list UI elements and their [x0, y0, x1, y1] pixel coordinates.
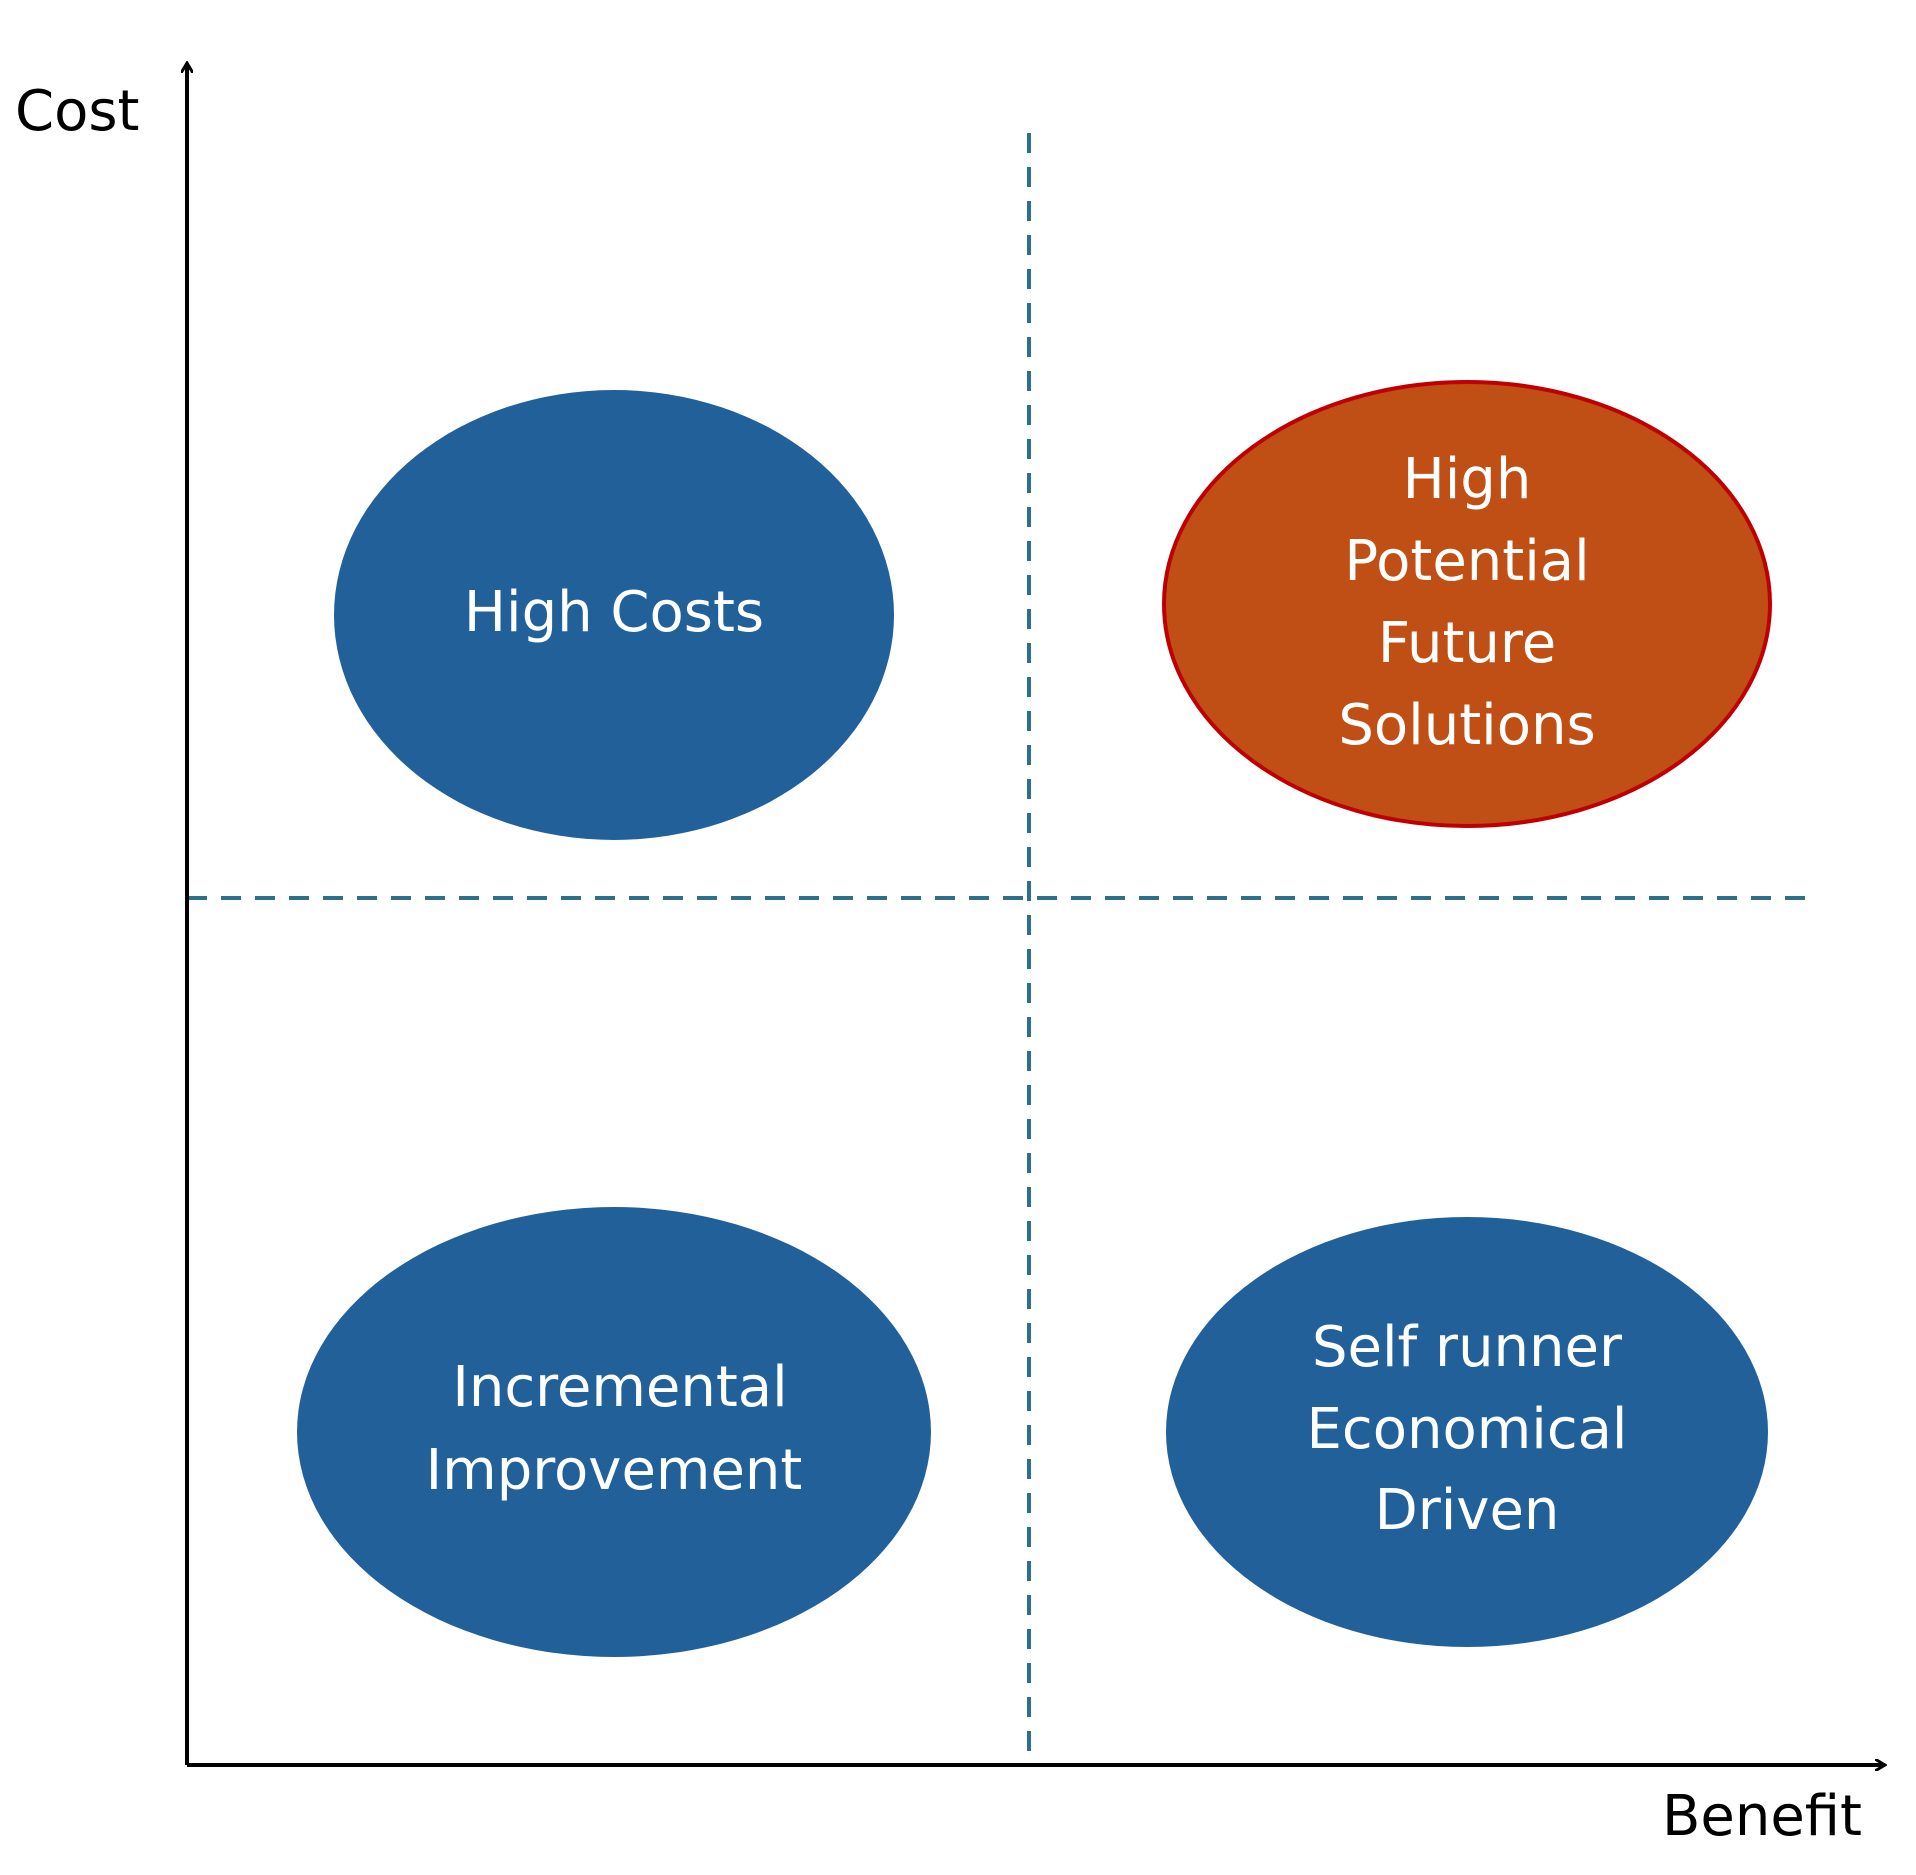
- quadrant-ellipse: [297, 1207, 931, 1657]
- quadrant-label: Driven: [1375, 1478, 1560, 1543]
- y-axis-label: Cost: [15, 79, 140, 144]
- quadrant-label: High: [1403, 447, 1532, 512]
- quadrant-label: Solutions: [1338, 693, 1595, 758]
- quadrant-label: High Costs: [464, 580, 764, 645]
- quadrant-label: Improvement: [426, 1438, 803, 1503]
- quadrant-label: Incremental: [452, 1355, 787, 1420]
- quadrant-label: Future: [1378, 611, 1556, 676]
- quadrant-ellipse-highlight: [1162, 380, 1772, 828]
- x-axis-label: Benefit: [1662, 1784, 1862, 1849]
- quadrant-label: Self runner: [1312, 1315, 1623, 1380]
- quadrant-ellipse: [1166, 1217, 1768, 1647]
- quadrant-label: Economical: [1307, 1397, 1628, 1462]
- quadrant-label: Potential: [1344, 529, 1589, 594]
- quadrant-ellipse: [334, 390, 894, 840]
